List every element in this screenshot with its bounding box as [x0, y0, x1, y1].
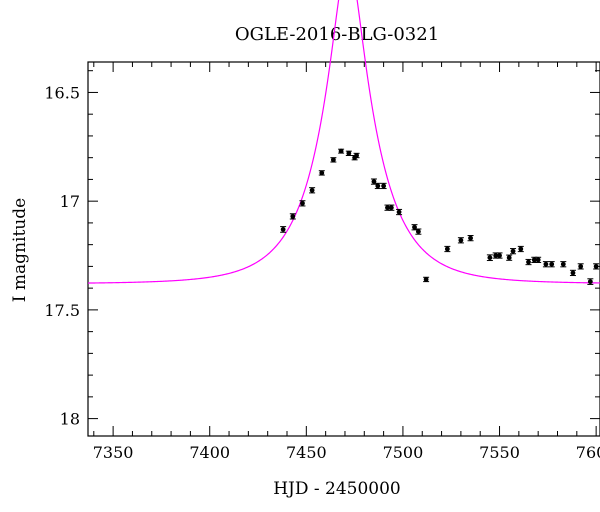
data-marker: [423, 277, 429, 282]
data-marker: [468, 235, 473, 241]
x-tick-label: 7400: [189, 443, 230, 462]
model-curve-layer: [87, 0, 600, 284]
data-marker: [497, 253, 502, 258]
data-point: [496, 252, 503, 259]
data-marker: [535, 257, 541, 263]
model-curve: [87, 0, 600, 284]
y-tick-label: 17: [60, 192, 80, 211]
data-marker: [560, 261, 566, 267]
data-marker: [290, 213, 296, 219]
x-tick-label: 7550: [479, 443, 520, 462]
data-marker: [549, 261, 555, 267]
data-marker: [518, 246, 524, 252]
tick-labels: 7350 7400 7450 7500 7550 7600 16.5 17 17.5 18: [44, 83, 600, 462]
data-point: [396, 208, 403, 216]
x-tick-label: 7350: [93, 443, 134, 462]
data-point: [542, 261, 549, 268]
data-point: [506, 254, 513, 261]
data-point: [309, 187, 316, 194]
data-marker: [458, 237, 464, 243]
y-axis-label: I magnitude: [10, 198, 30, 302]
data-point: [345, 150, 352, 156]
data-point: [423, 276, 430, 283]
data-point: [577, 263, 584, 270]
data-marker: [309, 187, 315, 193]
data-marker: [506, 255, 512, 261]
x-axis-label: HJD - 2450000: [273, 479, 401, 499]
data-marker: [300, 200, 305, 206]
data-marker: [593, 263, 599, 269]
data-point: [380, 182, 387, 190]
data-point: [338, 148, 345, 154]
data-marker: [381, 183, 387, 189]
data-point: [411, 224, 418, 231]
data-marker: [388, 205, 394, 211]
data-marker: [415, 229, 421, 235]
data-point: [330, 157, 337, 163]
y-tick-label: 17.5: [44, 301, 80, 320]
data-marker: [371, 179, 377, 184]
data-point: [492, 252, 499, 259]
data-marker: [346, 150, 352, 156]
data-marker: [354, 153, 359, 158]
data-point: [374, 182, 381, 190]
data-point: [299, 200, 306, 207]
data-point: [289, 213, 296, 220]
data-marker: [570, 270, 576, 276]
data-point: [587, 278, 594, 285]
data-marker: [578, 263, 584, 269]
data-marker: [385, 205, 390, 211]
x-tick-label: 7450: [286, 443, 327, 462]
data-point: [486, 254, 493, 262]
data-marker: [510, 248, 516, 254]
data-marker: [487, 255, 493, 261]
axis-ticks: [88, 62, 600, 436]
data-marker: [330, 157, 336, 163]
data-point: [593, 263, 600, 270]
data-marker: [412, 224, 417, 230]
x-tick-label: 7600: [576, 443, 600, 462]
data-marker: [444, 246, 450, 252]
data-point: [548, 261, 555, 268]
data-point: [318, 170, 325, 176]
data-marker: [587, 279, 593, 285]
data-point: [510, 248, 517, 255]
data-point: [560, 261, 567, 268]
chart-title: OGLE-2016-BLG-0321: [235, 24, 439, 45]
data-marker: [280, 227, 286, 232]
data-marker: [543, 261, 549, 267]
y-tick-label: 18: [60, 410, 80, 429]
data-point: [467, 235, 474, 242]
data-point: [415, 228, 422, 235]
data-point: [525, 258, 532, 266]
data-marker: [493, 253, 499, 258]
data-marker: [526, 259, 531, 265]
data-point: [370, 178, 377, 185]
x-tick-label: 7500: [383, 443, 424, 462]
y-tick-label: 16.5: [44, 83, 80, 102]
data-marker: [375, 183, 381, 189]
data-marker: [319, 170, 325, 176]
data-marker: [338, 148, 344, 154]
data-point: [353, 152, 360, 159]
data-point: [280, 226, 287, 233]
data-point: [388, 204, 395, 211]
data-point: [569, 269, 576, 277]
data-point: [517, 245, 524, 253]
data-point: [457, 237, 464, 244]
plot-frame: [87, 61, 600, 437]
data-marker: [396, 209, 402, 215]
data-point: [444, 245, 451, 253]
data-marker: [531, 257, 537, 263]
data-points-layer: [280, 148, 600, 285]
data-point: [535, 256, 542, 263]
